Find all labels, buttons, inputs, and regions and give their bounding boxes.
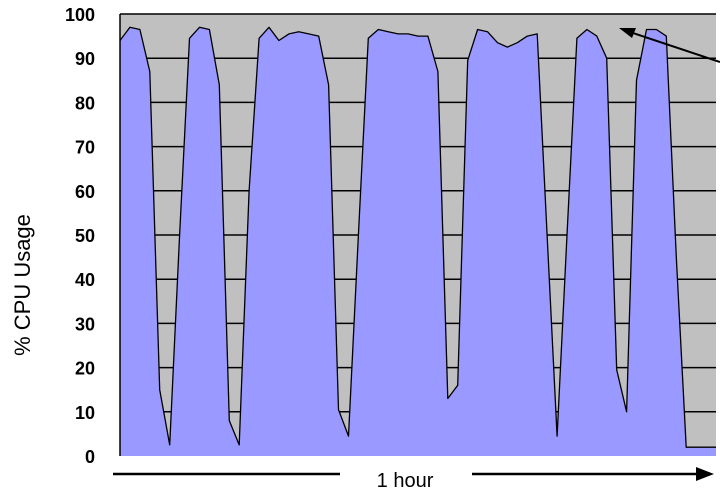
cpu-usage-area bbox=[120, 27, 716, 457]
y-tick-label-60: 60 bbox=[75, 182, 95, 202]
y-tick-label-30: 30 bbox=[75, 314, 95, 334]
x-axis-arrowhead bbox=[696, 467, 714, 481]
y-tick-label-50: 50 bbox=[75, 226, 95, 246]
x-axis-label: 1 hour bbox=[377, 470, 434, 492]
y-tick-label-100: 100 bbox=[65, 5, 95, 25]
y-axis-label: % CPU Usage bbox=[10, 214, 35, 356]
cpu-usage-line bbox=[119, 26, 716, 448]
y-tick-label-40: 40 bbox=[75, 270, 95, 290]
annotation-arrowhead bbox=[619, 28, 636, 38]
y-tick-label-10: 10 bbox=[75, 403, 95, 423]
annotation-arrow-line bbox=[629, 31, 720, 63]
y-tick-label-0: 0 bbox=[85, 447, 95, 467]
y-tick-label-90: 90 bbox=[75, 49, 95, 69]
y-tick-label-70: 70 bbox=[75, 138, 95, 158]
y-tick-label-20: 20 bbox=[75, 359, 95, 379]
y-tick-label-80: 80 bbox=[75, 93, 95, 113]
